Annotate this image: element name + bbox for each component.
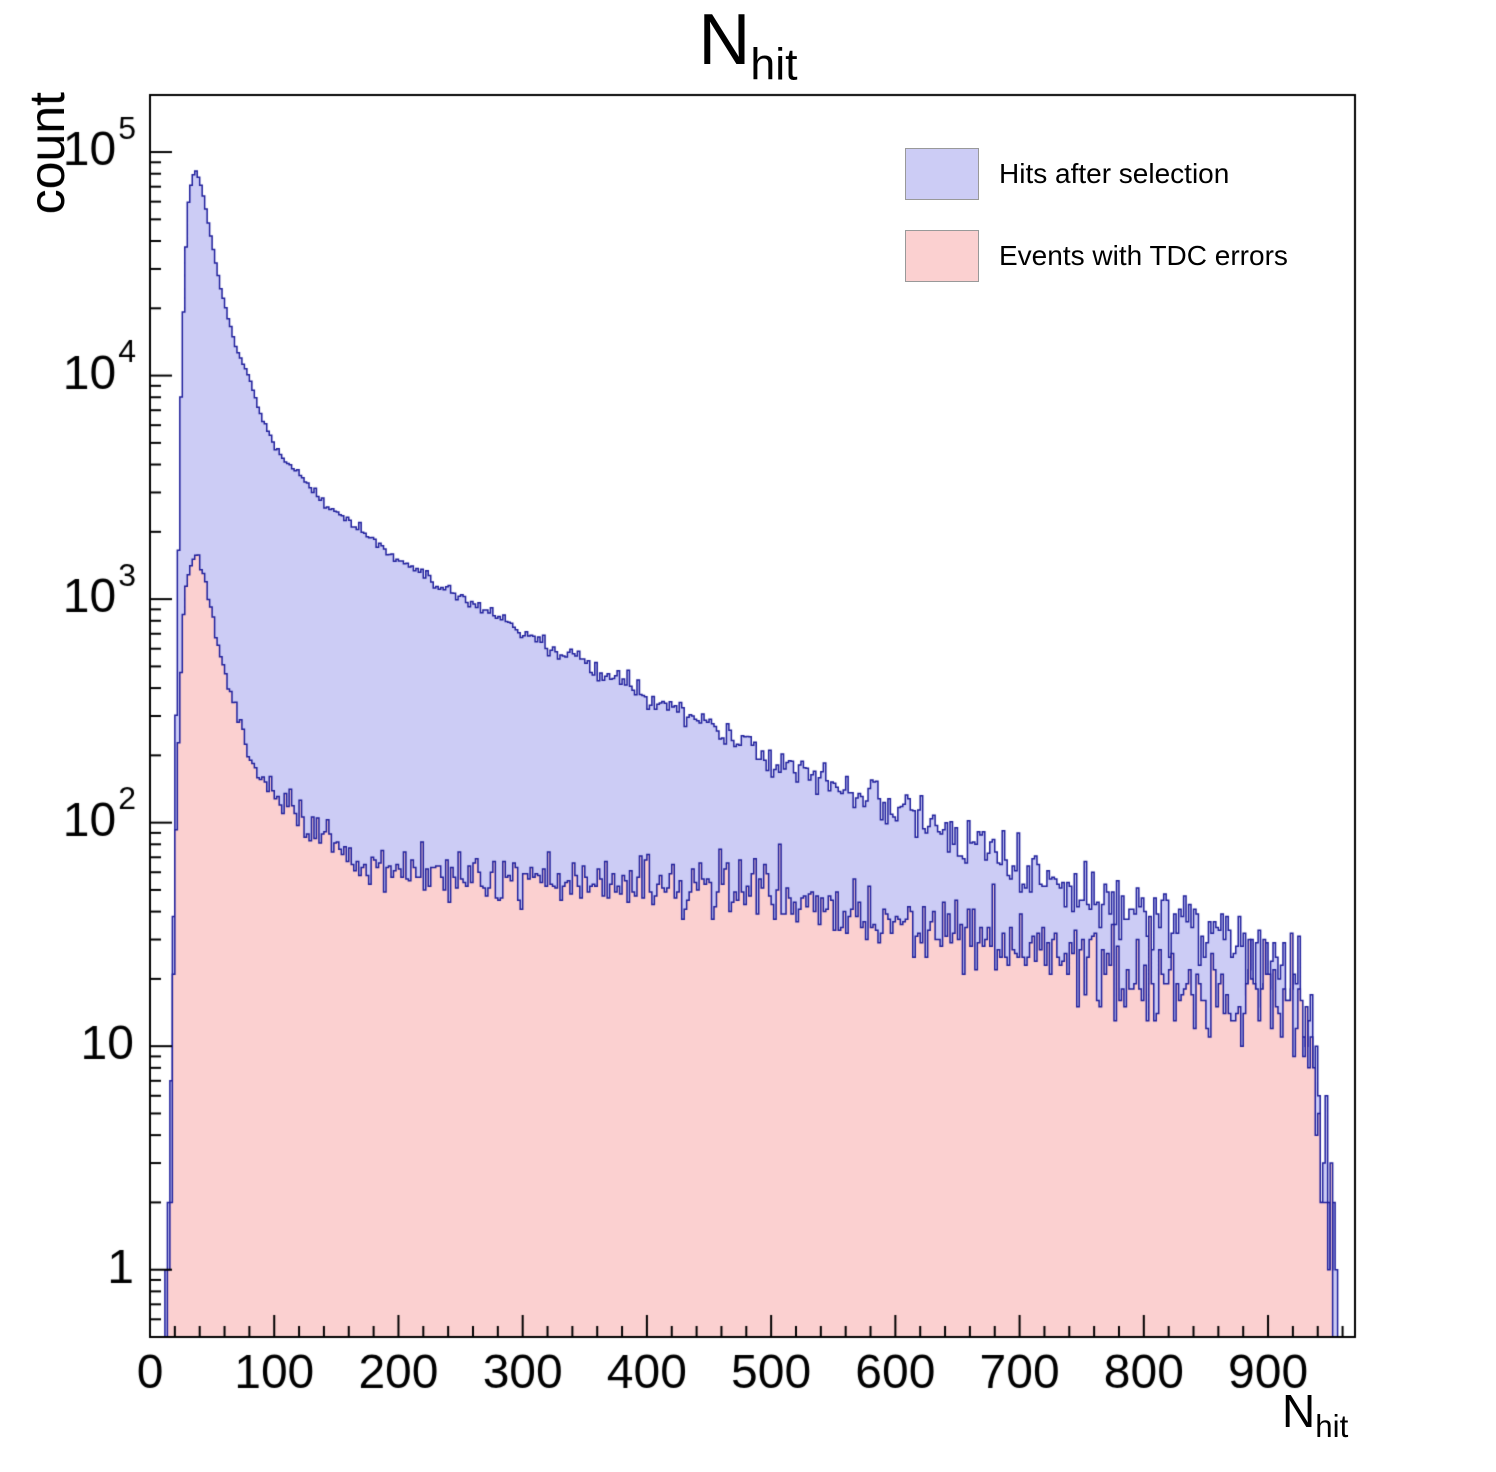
y-axis-title: count <box>19 92 75 215</box>
chart-title: Nhit <box>0 4 1496 88</box>
x-axis-title-sub: hit <box>1315 1409 1349 1445</box>
legend-label: Events with TDC errors <box>999 240 1288 271</box>
legend: Hits after selection Events with TDC err… <box>905 148 1288 282</box>
legend-label: Hits after selection <box>999 158 1230 189</box>
legend-entry-hits-after-selection: Hits after selection <box>905 148 1288 200</box>
x-axis-title-main: N <box>1282 1385 1316 1437</box>
legend-entry-tdc-errors: Events with TDC errors <box>905 230 1288 282</box>
legend-swatch-blue <box>905 148 979 200</box>
x-axis-title: Nhit <box>1282 1384 1348 1445</box>
chart-title-main: N <box>698 0 751 80</box>
chart-title-sub: hit <box>750 40 798 90</box>
legend-swatch-pink <box>905 230 979 282</box>
